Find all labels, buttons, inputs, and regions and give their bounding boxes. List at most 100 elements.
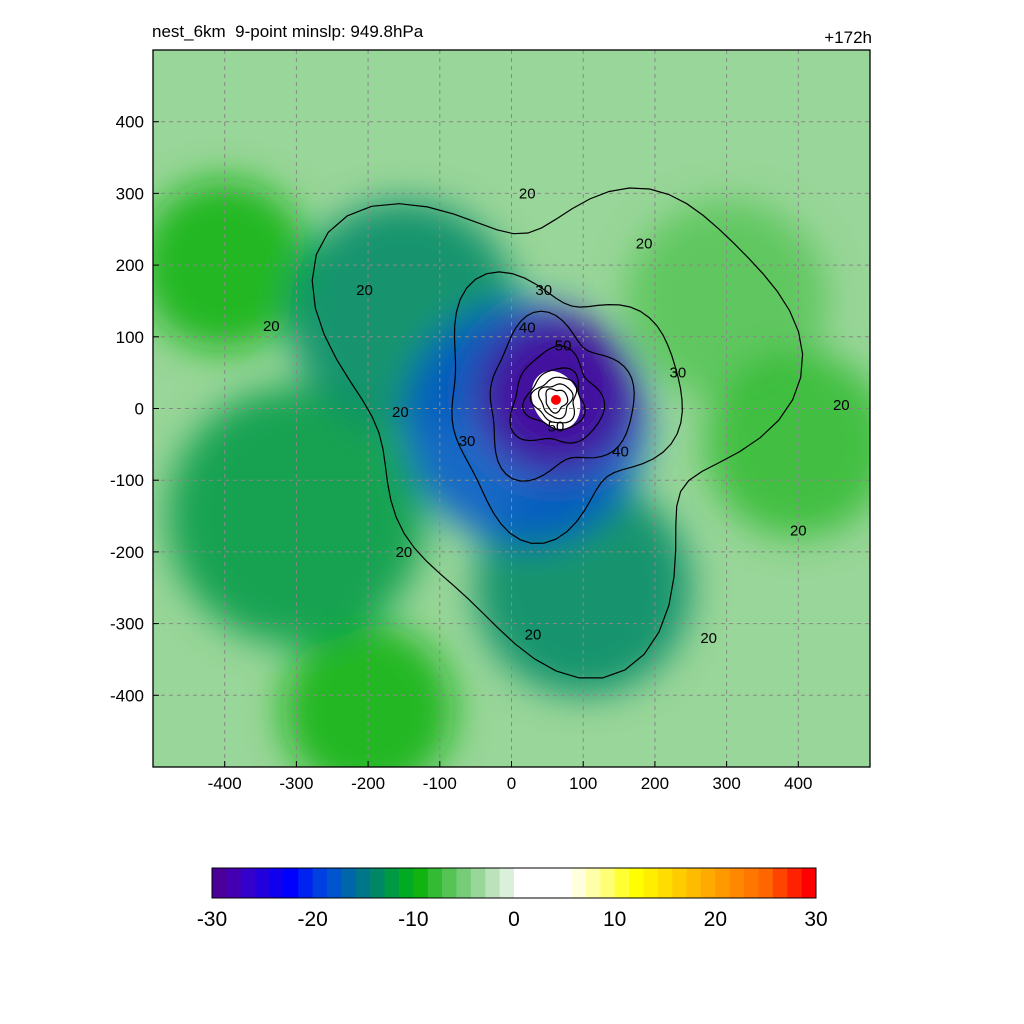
colorbar-swatch-12 [384,868,400,898]
colorbar-tick-label-5: 20 [704,908,727,931]
x-tick-label-0: -400 [208,774,242,793]
colorbar-swatch-16 [442,868,457,898]
colorbar-swatch-13 [398,868,414,898]
colorbar-swatch-28 [614,868,630,898]
colorbar-swatch-32 [672,868,688,898]
contour-label-9: 20 [833,397,850,414]
colorbar-swatch-40 [787,868,803,898]
colorbar-swatch-37 [744,868,759,898]
y-tick-label-1: 300 [116,184,144,203]
colorbar-tick-label-3: 0 [508,908,520,931]
contour-50 [509,345,606,444]
colorbar-swatch-33 [686,868,702,898]
contour-90 [545,388,569,414]
colorbar-swatch-9 [341,868,357,898]
x-tick-label-6: 200 [641,774,669,793]
contour-label-4: 20 [392,404,409,421]
contour-label-12: 30 [459,433,476,450]
contour-80 [537,383,574,420]
y-tick-label-8: -400 [110,686,144,705]
colorbar-swatch-22 [528,868,544,898]
storm-center-marker [550,394,561,405]
colorbar-swatch-26 [585,868,601,898]
contour-label-13: 40 [519,319,536,336]
colorbar-swatch-21 [514,868,529,898]
contour-label-10: 30 [535,282,552,299]
colorbar-tick-label-2: -10 [398,908,428,931]
colorbar-swatch-20 [499,868,515,898]
colorbar-swatch-24 [557,868,573,898]
colorbar-swatch-6 [298,868,314,898]
contour-label-2: 20 [356,282,373,299]
shaded-field [153,50,870,767]
field-blob-1 [705,351,870,538]
chart-title: nest_6km 9-point minslp: 949.8hPa [152,22,424,41]
colorbar-tick-label-1: -20 [297,908,327,931]
colorbar-swatch-7 [312,868,328,898]
x-tick-label-4: 0 [507,774,516,793]
colorbar-swatch-2 [240,868,256,898]
y-tick-label-6: -200 [110,543,144,562]
storm-center-dot [550,394,561,405]
contour-30 [451,271,683,545]
colorbar-swatch-1 [226,868,242,898]
contour-label-11: 30 [670,365,687,382]
colorbar-swatch-3 [255,868,271,898]
y-tick-label-4: 0 [135,400,144,419]
contour-label-16: 50 [548,418,565,435]
contour-60 [522,367,586,431]
x-tick-label-1: -300 [279,774,313,793]
contour-label-14: 40 [612,444,629,461]
contour-labels: 20 20 20 20 20 20 20 20 20 20 30 30 30 40 40 50 50 [263,185,850,647]
colorbar-swatch-23 [542,868,558,898]
x-tick-label-2: -200 [351,774,385,793]
contour-label-5: 20 [396,544,413,561]
colorbar-swatch-4 [269,868,285,898]
contour-label-7: 20 [700,630,717,647]
colorbar-frame [211,867,817,899]
colorbar-swatch-0 [212,868,227,898]
isotach-contours [311,187,804,679]
field-blob-2 [153,179,311,352]
x-tick-label-5: 100 [569,774,597,793]
colorbar: -30 -20 -10 0 10 20 30 [197,867,828,931]
contour-label-15: 50 [555,337,572,354]
colorbar-swatch-39 [772,868,788,898]
colorbar-swatch-17 [456,868,472,898]
y-tick-label-2: 200 [116,256,144,275]
colorbar-swatch-11 [370,868,386,898]
colorbar-swatch-35 [715,868,731,898]
colorbar-swatch-19 [485,868,501,898]
colorbar-swatch-34 [700,868,716,898]
colorbar-tick-label-6: 30 [804,908,827,931]
contour-label-3: 20 [263,318,280,335]
y-tick-label-7: -300 [110,615,144,634]
field-blob-3 [282,623,455,767]
colorbar-swatch-27 [600,868,616,898]
colorbar-swatch-18 [470,868,486,898]
y-tick-label-0: 400 [116,113,144,132]
forecast-hour-label: +172h [824,28,872,47]
colorbar-swatch-25 [571,868,587,898]
contour-label-1: 20 [636,236,653,253]
colorbar-swatch-41 [801,868,817,898]
colorbar-swatch-36 [729,868,745,898]
y-tick-label-5: -100 [110,471,144,490]
colorbar-tick-label-4: 10 [603,908,626,931]
colorbar-swatch-15 [427,868,443,898]
x-tick-label-8: 400 [784,774,812,793]
colorbar-swatch-29 [629,868,644,898]
colorbar-swatch-5 [283,868,299,898]
colorbar-swatch-14 [413,868,429,898]
colorbar-swatch-8 [327,868,342,898]
contour-40 [489,310,635,482]
contour-label-8: 20 [790,522,807,539]
colorbar-tick-label-0: -30 [197,908,227,931]
colorbar-swatch-38 [758,868,774,898]
contour-70 [529,376,578,424]
x-tick-label-7: 300 [712,774,740,793]
colorbar-swatch-10 [355,868,371,898]
colorbar-swatch-30 [643,868,659,898]
contour-20 [311,187,804,679]
